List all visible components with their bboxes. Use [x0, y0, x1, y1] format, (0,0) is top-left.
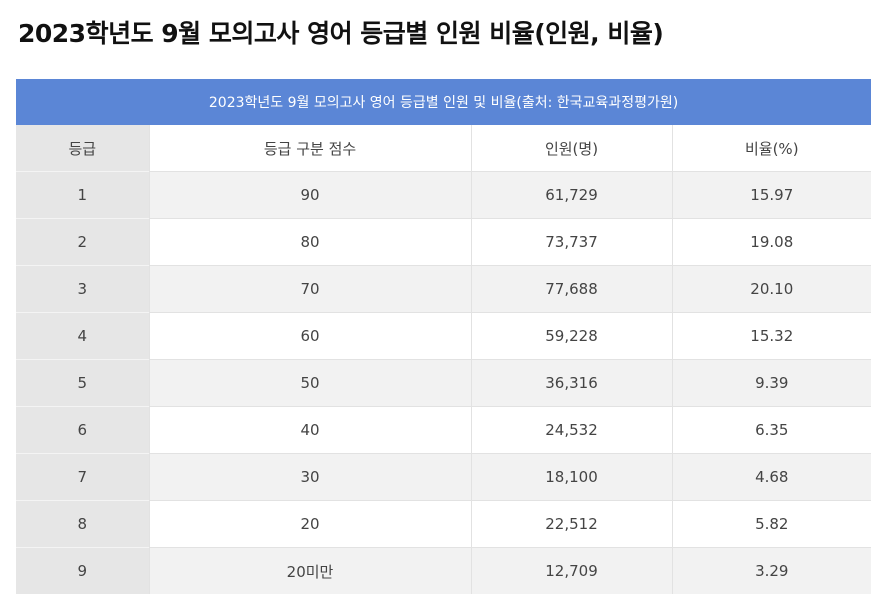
cell-ratio: 4.68: [672, 453, 872, 501]
table-row: 8 20 22,512 5.82: [16, 500, 872, 548]
cell-count: 61,729: [471, 171, 673, 219]
cell-grade: 1: [16, 171, 150, 219]
cell-cutoff-score: 80: [149, 218, 472, 266]
cell-grade: 3: [16, 265, 150, 313]
page-title: 2023학년도 9월 모의고사 영어 등급별 인원 비율(인원, 비율): [18, 19, 664, 48]
table-row: 4 60 59,228 15.32: [16, 312, 872, 360]
cell-grade: 7: [16, 453, 150, 501]
cell-grade: 4: [16, 312, 150, 360]
table-row: 2 80 73,737 19.08: [16, 218, 872, 266]
cell-ratio: 15.32: [672, 312, 872, 360]
cell-ratio: 5.82: [672, 500, 872, 548]
cell-count: 73,737: [471, 218, 673, 266]
cell-cutoff-score: 60: [149, 312, 472, 360]
grade-ratio-table-container: 2023학년도 9월 모의고사 영어 등급별 인원 및 비율(출처: 한국교육과…: [16, 79, 872, 594]
table-row: 1 90 61,729 15.97: [16, 171, 872, 219]
table-row: 5 50 36,316 9.39: [16, 359, 872, 407]
cell-cutoff-score: 20: [149, 500, 472, 548]
cell-cutoff-score: 20미만: [149, 547, 472, 594]
cell-grade: 9: [16, 547, 150, 594]
cell-cutoff-score: 90: [149, 171, 472, 219]
table-caption-row: 2023학년도 9월 모의고사 영어 등급별 인원 및 비율(출처: 한국교육과…: [16, 79, 872, 125]
cell-grade: 8: [16, 500, 150, 548]
header-count: 인원(명): [471, 125, 673, 172]
cell-cutoff-score: 40: [149, 406, 472, 454]
cell-ratio: 15.97: [672, 171, 872, 219]
cell-cutoff-score: 50: [149, 359, 472, 407]
header-cutoff-score: 등급 구분 점수: [149, 125, 472, 172]
cell-count: 77,688: [471, 265, 673, 313]
cell-ratio: 3.29: [672, 547, 872, 594]
cell-ratio: 6.35: [672, 406, 872, 454]
grade-ratio-table: 2023학년도 9월 모의고사 영어 등급별 인원 및 비율(출처: 한국교육과…: [16, 79, 872, 594]
cell-cutoff-score: 30: [149, 453, 472, 501]
cell-ratio: 9.39: [672, 359, 872, 407]
cell-cutoff-score: 70: [149, 265, 472, 313]
header-grade: 등급: [16, 125, 150, 172]
table-header-row: 등급 등급 구분 점수 인원(명) 비율(%): [16, 125, 872, 172]
cell-count: 36,316: [471, 359, 673, 407]
table-row: 3 70 77,688 20.10: [16, 265, 872, 313]
cell-ratio: 20.10: [672, 265, 872, 313]
header-ratio: 비율(%): [672, 125, 872, 172]
cell-count: 22,512: [471, 500, 673, 548]
table-caption: 2023학년도 9월 모의고사 영어 등급별 인원 및 비율(출처: 한국교육과…: [16, 79, 872, 125]
table-row: 9 20미만 12,709 3.29: [16, 547, 872, 594]
cell-count: 24,532: [471, 406, 673, 454]
table-row: 6 40 24,532 6.35: [16, 406, 872, 454]
cell-ratio: 19.08: [672, 218, 872, 266]
cell-grade: 6: [16, 406, 150, 454]
table-row: 7 30 18,100 4.68: [16, 453, 872, 501]
cell-count: 59,228: [471, 312, 673, 360]
cell-grade: 2: [16, 218, 150, 266]
cell-grade: 5: [16, 359, 150, 407]
cell-count: 18,100: [471, 453, 673, 501]
cell-count: 12,709: [471, 547, 673, 594]
